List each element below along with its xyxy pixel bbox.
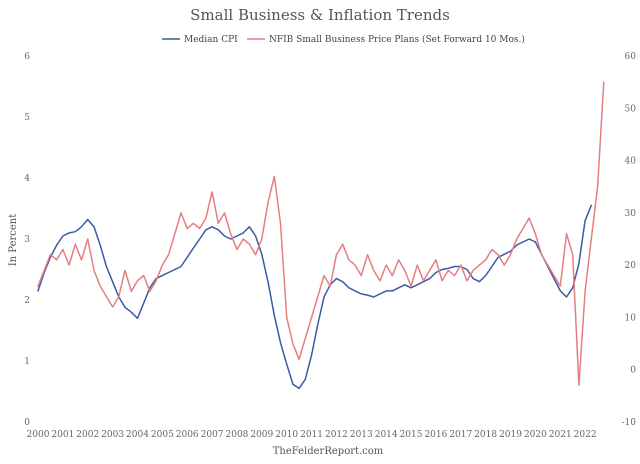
x-axis-ticks: 2000 2001 2002 2003 2004 2005 2006 2007 2008 2009… xyxy=(27,430,597,440)
x-tick-label: 2003 xyxy=(101,430,124,440)
series-line-median-cpi xyxy=(37,204,593,390)
x-tick-label: 2002 xyxy=(76,430,99,440)
x-tick-label: 2016 xyxy=(424,430,447,440)
x-tick-label: 2021 xyxy=(549,430,572,440)
x-tick-label: 2005 xyxy=(151,430,174,440)
x-tick-label: 2008 xyxy=(226,430,249,440)
x-tick-label: 2006 xyxy=(176,430,199,440)
x-tick-label: 2001 xyxy=(51,430,74,440)
x-tick-label: 2017 xyxy=(449,430,472,440)
x-tick-label: 2000 xyxy=(27,430,50,440)
series-layer xyxy=(37,81,605,390)
x-tick-label: 2004 xyxy=(126,430,149,440)
y2-tick-label: 20 xyxy=(625,261,637,271)
chart-title: Small Business & Inflation Trends xyxy=(190,6,450,24)
x-tick-label: 2018 xyxy=(474,430,497,440)
x-tick-label: 2022 xyxy=(574,430,597,440)
y2-tick-label: -10 xyxy=(622,418,637,428)
y2-tick-label: 60 xyxy=(625,52,637,62)
y-tick-label: 4 xyxy=(24,174,30,184)
source-credit: TheFelderReport.com xyxy=(273,446,384,457)
y-tick-label: 2 xyxy=(24,296,30,306)
x-tick-label: 2015 xyxy=(400,430,423,440)
y-tick-label: 5 xyxy=(24,113,30,123)
x-tick-label: 2020 xyxy=(524,430,547,440)
x-tick-label: 2010 xyxy=(275,430,298,440)
series-line-nfib-price-plans xyxy=(37,81,605,387)
y2-tick-label: 50 xyxy=(625,104,637,114)
y-tick-label: 6 xyxy=(24,52,30,62)
legend: Median CPI NFIB Small Business Price Pla… xyxy=(162,34,525,45)
x-tick-label: 2013 xyxy=(350,430,373,440)
y-tick-label: 3 xyxy=(24,235,30,245)
y-tick-label: 1 xyxy=(24,357,30,367)
legend-label-nfib-price-plans: NFIB Small Business Price Plans (Set For… xyxy=(269,34,525,45)
legend-label-median-cpi: Median CPI xyxy=(184,35,238,45)
y-axis-ticks: 0 1 2 3 4 5 6 xyxy=(24,52,30,428)
y-axis-label: In Percent xyxy=(8,214,19,267)
x-tick-label: 2011 xyxy=(300,430,323,440)
y2-tick-label: 40 xyxy=(625,157,637,167)
y-tick-label: 0 xyxy=(24,418,30,428)
y2-tick-label: 10 xyxy=(625,313,637,323)
x-tick-label: 2014 xyxy=(375,430,398,440)
x-tick-label: 2009 xyxy=(250,430,273,440)
x-tick-label: 2007 xyxy=(201,430,224,440)
x-tick-label: 2012 xyxy=(325,430,348,440)
y2-axis-ticks: -10 0 10 20 30 40 50 60 xyxy=(622,52,637,428)
x-tick-label: 2019 xyxy=(499,430,522,440)
y2-tick-label: 30 xyxy=(625,209,637,219)
y2-tick-label: 0 xyxy=(630,366,636,376)
